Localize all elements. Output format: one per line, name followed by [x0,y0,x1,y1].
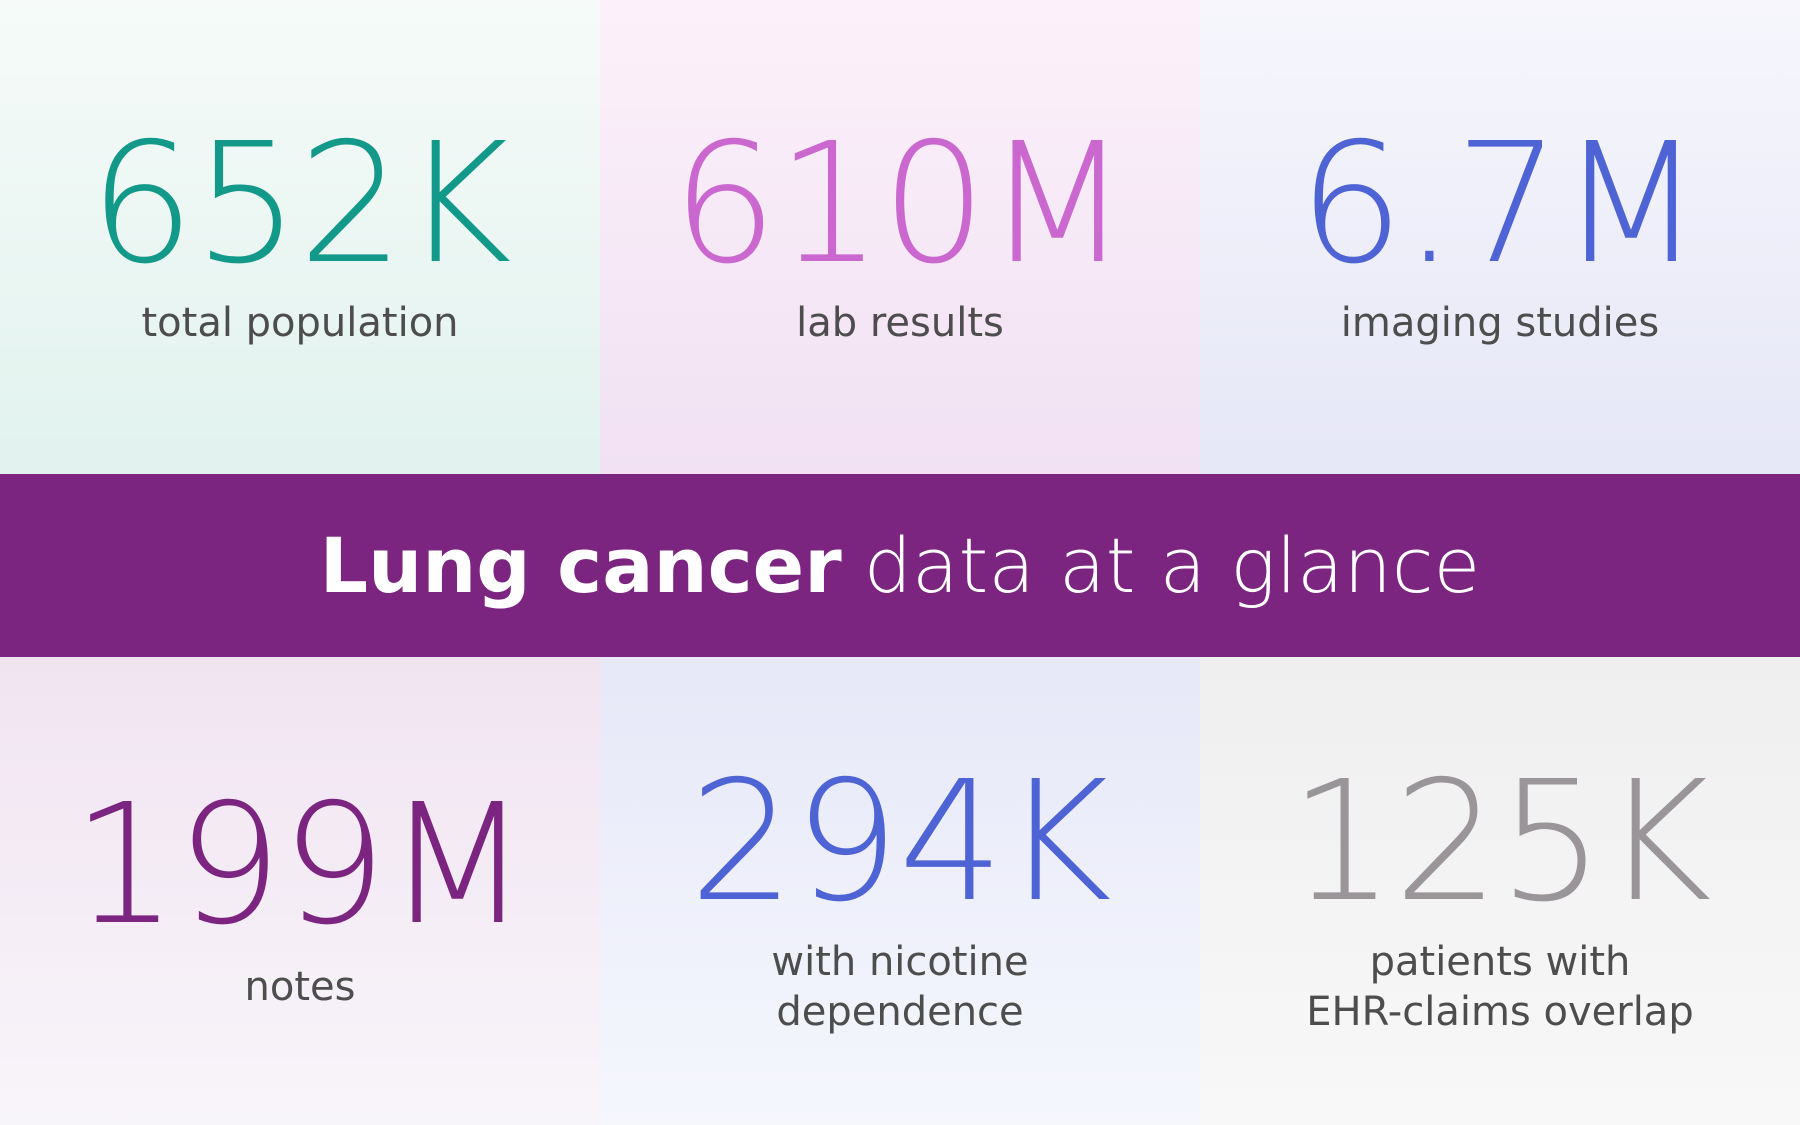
stat-label: patients with EHR-claims overlap [1200,937,1800,1037]
stat-label-line-2: dependence [776,989,1024,1035]
stat-label: total population [141,300,459,346]
stat-label: lab results [796,300,1004,346]
stat-label-line-1: with nicotine [771,939,1029,985]
stat-value: 610M [671,108,1129,301]
stat-value: 6.7M [1298,108,1702,301]
stat-label-line-2: EHR-claims overlap [1306,989,1694,1035]
title-banner: Lung cancer data at a glance [0,474,1800,657]
stat-label-line-1: patients with [1369,939,1631,985]
stat-label: notes [244,964,356,1010]
stat-tile-imaging-studies: 6.7M imaging studies [1200,0,1800,474]
stat-value: 294K [689,746,1112,939]
stat-tile-nicotine-dependence: 294K with nicotine dependence [600,657,1200,1125]
stat-label: imaging studies [1340,300,1660,346]
stat-label: with nicotine dependence [600,937,1200,1037]
stat-tile-lab-results: 610M lab results [600,0,1200,474]
banner-title-light: data at a glance [863,520,1481,610]
stat-tile-ehr-claims-overlap: 125K patients with EHR-claims overlap [1200,657,1800,1125]
bottom-stats-row: 199M notes 294K with nicotine dependence… [0,657,1800,1125]
top-stats-row: 652K total population 610M lab results 6… [0,0,1800,474]
stat-value: 125K [1289,746,1712,939]
stat-tile-notes: 199M notes [0,657,600,1125]
stat-value: 199M [71,769,529,962]
stat-value: 652K [89,108,512,301]
banner-title-bold: Lung cancer [319,520,842,610]
stat-tile-total-population: 652K total population [0,0,600,474]
